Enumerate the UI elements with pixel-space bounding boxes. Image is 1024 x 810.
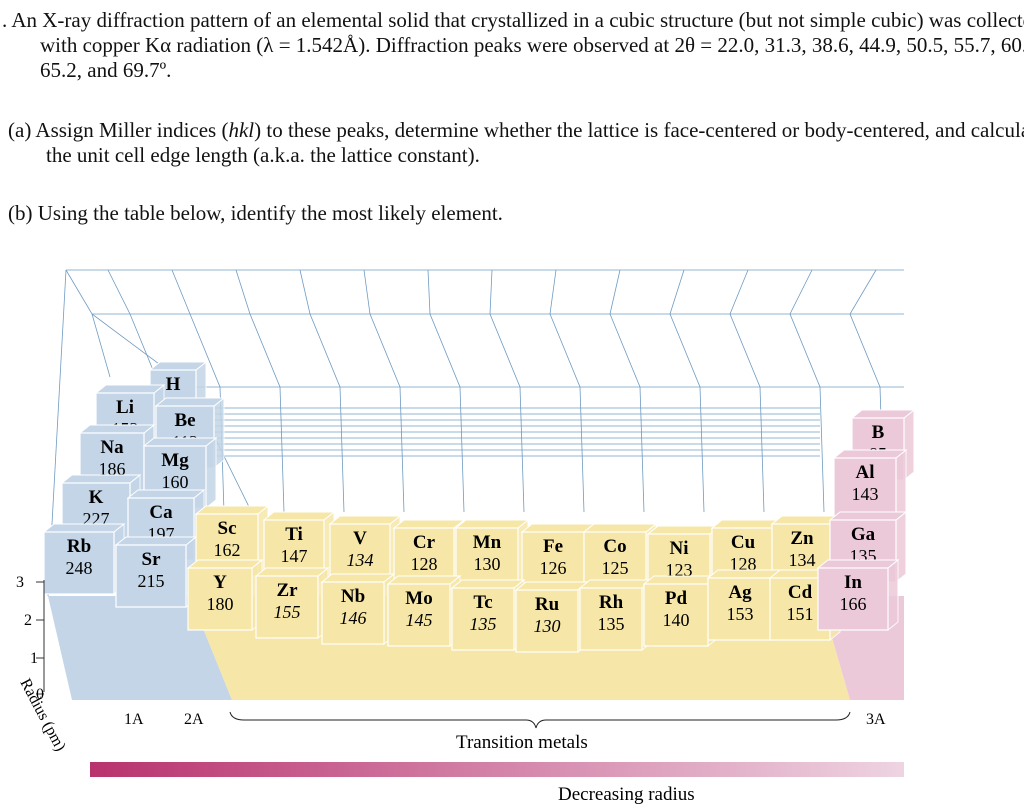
- element-symbol: Ca: [149, 502, 173, 523]
- element-symbol: Y: [213, 572, 227, 593]
- element-symbol: In: [844, 572, 862, 593]
- element-radius-value: 215: [138, 571, 165, 591]
- element-symbol: V: [353, 528, 367, 549]
- element-symbol: Rb: [67, 536, 91, 557]
- element-radius-value: 143: [852, 484, 879, 504]
- element-symbol: Ti: [285, 524, 303, 545]
- axis-tick-3: 3: [16, 574, 24, 591]
- element-symbol: H: [166, 374, 181, 395]
- element-symbol: Nb: [341, 586, 365, 607]
- element-radius-value: 134: [347, 550, 374, 570]
- atomic-radius-3d-periodic-table: H37Li152Be112Na186Mg160K227Ca197Rb248Sr2…: [16, 269, 916, 805]
- element-radius-value: 130: [534, 616, 561, 636]
- element-radius-value: 123: [666, 560, 693, 580]
- element-symbol: Fe: [543, 536, 563, 557]
- element-symbol: Co: [603, 536, 626, 557]
- element-symbol: Zr: [276, 580, 298, 601]
- s-block-floor: [48, 596, 232, 700]
- element-symbol: Ag: [728, 582, 752, 603]
- element-radius-value: 130: [474, 554, 501, 574]
- element-symbol: Ni: [670, 538, 689, 559]
- element-symbol: Na: [100, 437, 124, 458]
- element-radius-value: 248: [66, 558, 93, 578]
- element-radius-value: 166: [840, 594, 867, 614]
- element-radius-value: 153: [727, 604, 754, 624]
- element-radius-value: 160: [162, 472, 189, 492]
- group-label-1a: 1A: [124, 711, 144, 728]
- element-symbol: Sc: [218, 518, 237, 539]
- axis-tick-2: 2: [24, 612, 32, 629]
- axis-tick-1: 1: [30, 650, 38, 667]
- element-radius-value: 128: [411, 554, 438, 574]
- element-radius-value: 135: [598, 614, 625, 634]
- element-symbol: Sr: [142, 549, 162, 570]
- element-symbol: Ga: [851, 524, 876, 545]
- transition-brace: [229, 711, 851, 729]
- element-radius-value: 146: [340, 608, 367, 628]
- element-radius-value: 162: [214, 540, 241, 560]
- element-radius-value: 180: [207, 594, 234, 614]
- element-radius-value: 128: [730, 554, 757, 574]
- group-label-3a: 3A: [866, 711, 886, 728]
- problem-statement: . An X-ray diffraction pattern of an ele…: [2, 8, 1024, 82]
- element-symbol: K: [89, 487, 104, 508]
- element-symbol: Al: [856, 462, 875, 483]
- element-symbol: Be: [174, 410, 195, 431]
- decreasing-radius-label: Decreasing radius: [558, 784, 695, 805]
- group-label-2a: 2A: [184, 711, 204, 728]
- element-symbol: Mg: [161, 450, 189, 471]
- element-radius-value: 155: [274, 602, 301, 622]
- axis-tick-0: 0: [36, 686, 44, 703]
- element-radius-value: 186: [99, 459, 126, 479]
- element-symbol: B: [872, 422, 885, 443]
- element-radius-value: 151: [787, 604, 814, 624]
- element-symbol: Ru: [535, 594, 560, 615]
- question-part-a: (a) Assign Miller indices (hkl) to these…: [8, 118, 1024, 167]
- decreasing-radius-gradient-bar: [90, 762, 904, 777]
- element-symbol: Cd: [788, 582, 813, 603]
- element-symbol: Li: [116, 397, 134, 418]
- element-radius-value: 147: [281, 546, 308, 566]
- background-grid: [47, 269, 904, 597]
- element-radius-value: 140: [663, 610, 690, 630]
- element-radius-value: 135: [470, 614, 497, 634]
- element-radius-value: 126: [540, 558, 567, 578]
- element-symbol: Mn: [473, 532, 502, 553]
- element-radius-value: 145: [406, 610, 433, 630]
- element-symbol: Pd: [665, 588, 688, 609]
- element-blocks: H37Li152Be112Na186Mg160K227Ca197Rb248Sr2…: [42, 360, 916, 654]
- element-radius-value: 134: [789, 550, 816, 570]
- element-symbol: Rh: [599, 592, 624, 613]
- element-symbol: Zn: [790, 528, 814, 549]
- transition-metals-label: Transition metals: [456, 732, 588, 753]
- element-symbol: Tc: [473, 592, 492, 613]
- question-part-b: (b) Using the table below, identify the …: [8, 201, 503, 225]
- element-radius-value: 125: [602, 558, 629, 578]
- element-symbol: Cu: [731, 532, 756, 553]
- element-symbol: Mo: [405, 588, 432, 609]
- element-symbol: Cr: [413, 532, 436, 553]
